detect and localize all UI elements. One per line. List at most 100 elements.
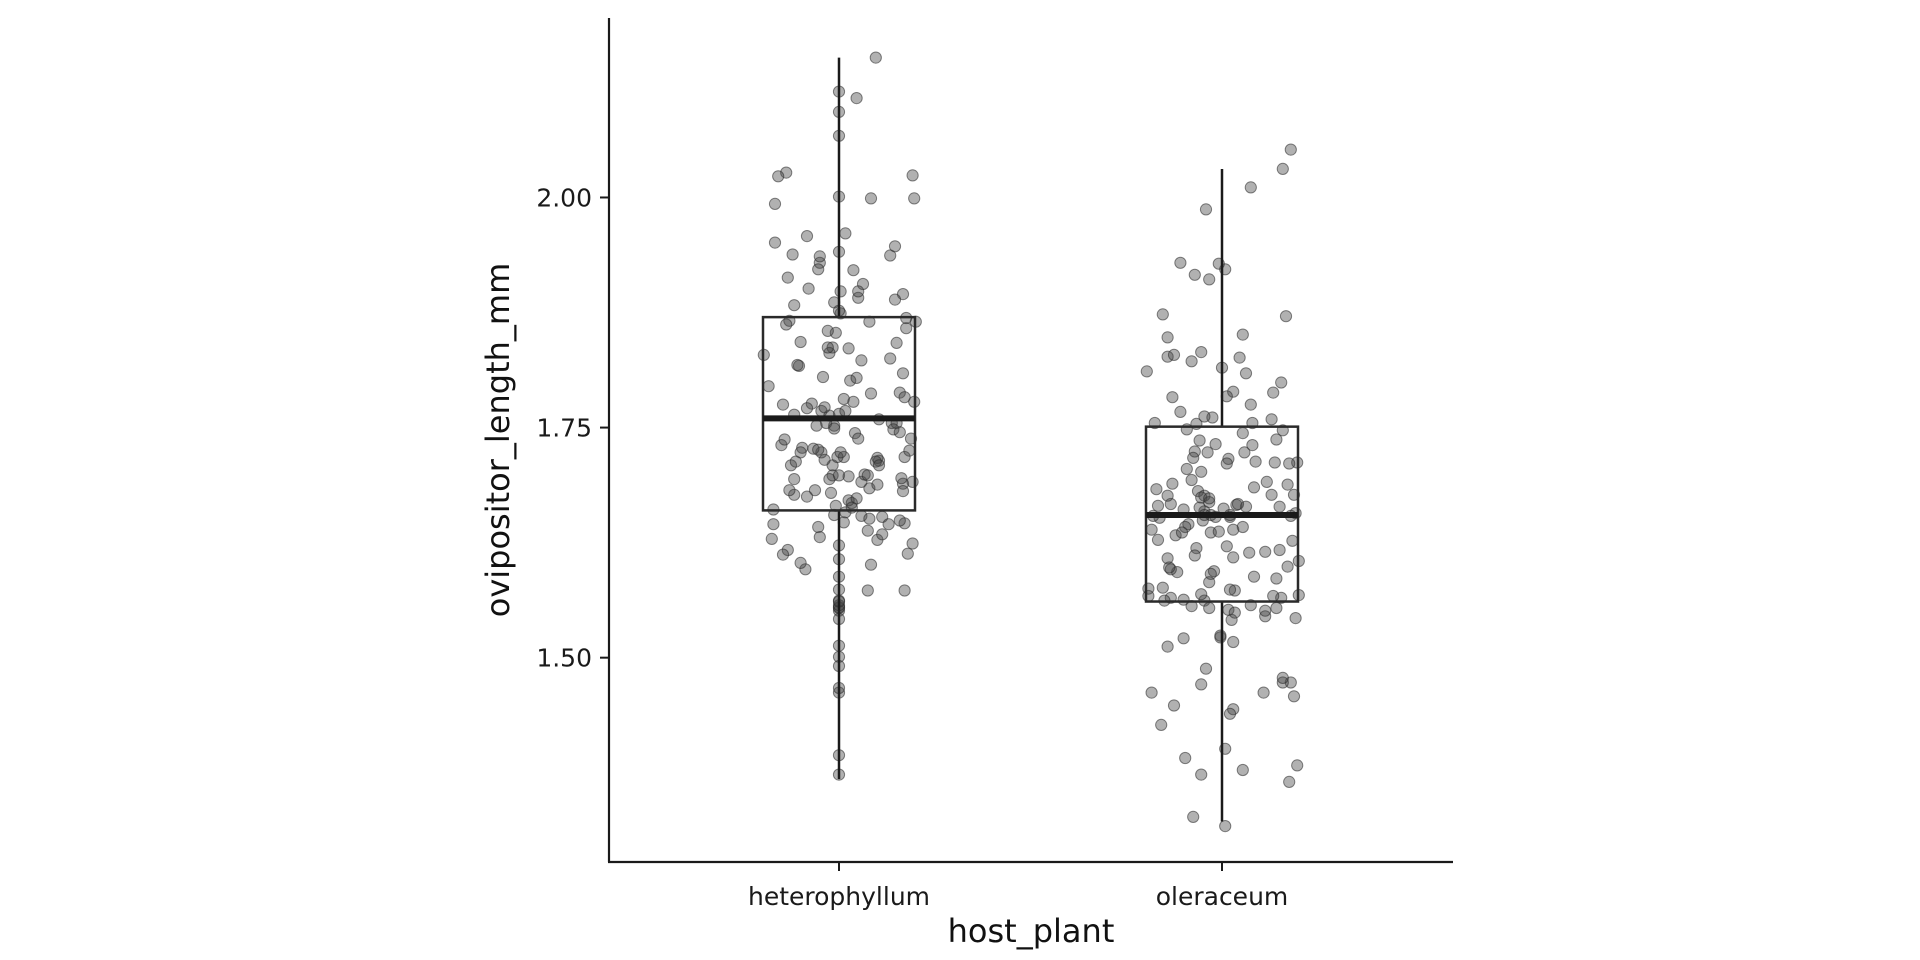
data-point-heterophyllum (898, 584, 911, 597)
data-point-oleraceum (1209, 438, 1222, 451)
data-point-oleraceum (1142, 582, 1155, 595)
box-heterophyllum (761, 315, 917, 512)
data-point-heterophyllum (844, 374, 857, 387)
data-point-oleraceum (1177, 632, 1190, 645)
data-point-heterophyllum (864, 192, 878, 205)
data-point-oleraceum (1291, 759, 1304, 772)
data-point-heterophyllum (816, 370, 830, 384)
data-point-oleraceum (1151, 533, 1165, 547)
data-point-oleraceum (1195, 465, 1208, 478)
data-point-oleraceum (1268, 456, 1281, 469)
data-point-oleraceum (1227, 523, 1240, 536)
data-point-heterophyllum (799, 563, 812, 576)
data-point-oleraceum (1179, 751, 1192, 765)
data-point-oleraceum (1236, 427, 1249, 440)
data-point-oleraceum (1259, 545, 1272, 558)
data-point-oleraceum (1195, 768, 1208, 781)
data-point-oleraceum (1163, 561, 1176, 574)
data-point-oleraceum (1203, 496, 1216, 509)
data-point-heterophyllum (780, 318, 793, 331)
data-point-oleraceum (1161, 331, 1174, 344)
data-point-oleraceum (1270, 601, 1283, 615)
data-point-oleraceum (1287, 690, 1301, 703)
data-point-oleraceum (1164, 563, 1177, 576)
data-point-oleraceum (1161, 489, 1174, 502)
data-point-oleraceum (1161, 640, 1174, 653)
data-point-heterophyllum (818, 453, 831, 466)
data-point-heterophyllum (808, 484, 822, 497)
data-point-heterophyllum (800, 490, 814, 503)
data-point-heterophyllum (900, 322, 913, 335)
data-point-oleraceum (1267, 589, 1280, 603)
data-point-oleraceum (1145, 686, 1158, 699)
data-point-oleraceum (1265, 488, 1278, 501)
y-tick-label-1.75: 1.75 (536, 414, 592, 443)
data-point-oleraceum (1145, 523, 1158, 536)
data-point-heterophyllum (776, 398, 790, 411)
data-point-oleraceum (1228, 606, 1241, 619)
ticks-layer: 1.50 1.75 2.00 heterophyllum oleraceum (536, 183, 1288, 911)
data-point-heterophyllum (765, 532, 778, 546)
data-point-oleraceum (1259, 604, 1272, 617)
data-point-heterophyllum (778, 433, 791, 446)
data-point-heterophyllum (906, 169, 919, 182)
data-point-heterophyllum (852, 291, 865, 304)
data-point-oleraceum (1279, 310, 1293, 323)
data-point-heterophyllum (887, 423, 900, 436)
data-point-oleraceum (1284, 143, 1297, 156)
data-point-oleraceum (1199, 662, 1213, 675)
data-point-heterophyllum (839, 404, 852, 418)
data-point-oleraceum (1174, 256, 1187, 269)
data-point-oleraceum (1227, 385, 1240, 398)
data-point-heterophyllum (869, 51, 882, 64)
data-point-heterophyllum (850, 92, 863, 105)
data-point-oleraceum (1166, 391, 1179, 404)
data-point-oleraceum (1187, 451, 1200, 464)
data-point-oleraceum (1201, 446, 1214, 459)
data-point-oleraceum (1214, 629, 1227, 642)
data-point-heterophyllum (864, 387, 878, 400)
data-point-oleraceum (1283, 457, 1296, 470)
data-point-heterophyllum (893, 426, 906, 439)
data-point-oleraceum (1243, 546, 1256, 559)
data-point-oleraceum (1185, 355, 1198, 368)
data-point-oleraceum (1140, 365, 1153, 378)
data-point-oleraceum (1273, 543, 1286, 557)
data-point-oleraceum (1193, 434, 1206, 447)
data-point-oleraceum (1180, 462, 1193, 476)
data-point-heterophyllum (788, 299, 801, 312)
data-point-oleraceum (1198, 410, 1211, 423)
data-point-heterophyllum (839, 227, 852, 240)
data-point-heterophyllum (908, 192, 921, 205)
data-point-heterophyllum (842, 470, 855, 483)
data-point-oleraceum (1191, 485, 1205, 498)
data-point-oleraceum (1276, 671, 1289, 685)
data-point-oleraceum (1244, 398, 1257, 411)
data-point-heterophyllum (800, 402, 814, 415)
data-point-heterophyllum (890, 336, 903, 349)
data-point-heterophyllum (906, 537, 919, 550)
data-point-oleraceum (1156, 308, 1169, 321)
data-point-heterophyllum (847, 264, 860, 277)
data-point-heterophyllum (813, 250, 826, 263)
data-point-oleraceum (1236, 763, 1249, 777)
data-point-heterophyllum (852, 432, 865, 445)
data-point-heterophyllum (888, 240, 902, 253)
data-point-oleraceum (1166, 477, 1179, 490)
data-point-oleraceum (1260, 475, 1273, 488)
data-point-oleraceum (1203, 576, 1216, 589)
data-point-heterophyllum (895, 472, 908, 485)
data-point-heterophyllum (767, 518, 780, 531)
y-axis-title: ovipositor_length_mm (479, 263, 517, 617)
data-point-heterophyllum (768, 197, 782, 210)
data-point-oleraceum (1236, 328, 1249, 341)
data-point-heterophyllum (807, 442, 820, 455)
data-point-heterophyllum (805, 397, 818, 410)
data-point-heterophyllum (893, 386, 906, 399)
data-point-heterophyllum (847, 395, 860, 408)
data-point-heterophyllum (871, 478, 884, 491)
data-point-oleraceum (1270, 572, 1283, 585)
data-point-heterophyllum (783, 484, 796, 497)
data-point-oleraceum (1167, 348, 1181, 361)
data-point-oleraceum (1227, 551, 1240, 564)
